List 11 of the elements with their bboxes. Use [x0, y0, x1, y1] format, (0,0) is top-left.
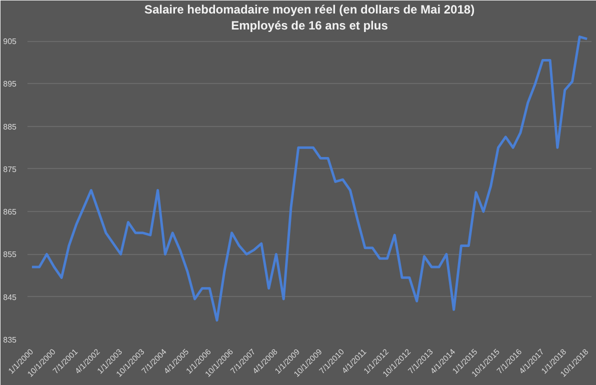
- y-tick-label: 875: [3, 164, 18, 174]
- y-tick-label: 905: [3, 37, 18, 46]
- line-series: [30, 36, 588, 322]
- y-tick-label: 845: [3, 292, 18, 302]
- y-tick-label: 885: [3, 122, 18, 132]
- chart-title: Salaire hebdomadaire moyen réel (en dollars de Mai 2018): [144, 2, 475, 16]
- y-tick-label: 835: [3, 336, 18, 344]
- y-tick-label: 895: [3, 80, 18, 89]
- y-tick-label: 865: [3, 208, 18, 217]
- y-tick-label: 855: [3, 250, 18, 260]
- chart-subtitle: Employés de 16 ans et plus: [231, 18, 388, 32]
